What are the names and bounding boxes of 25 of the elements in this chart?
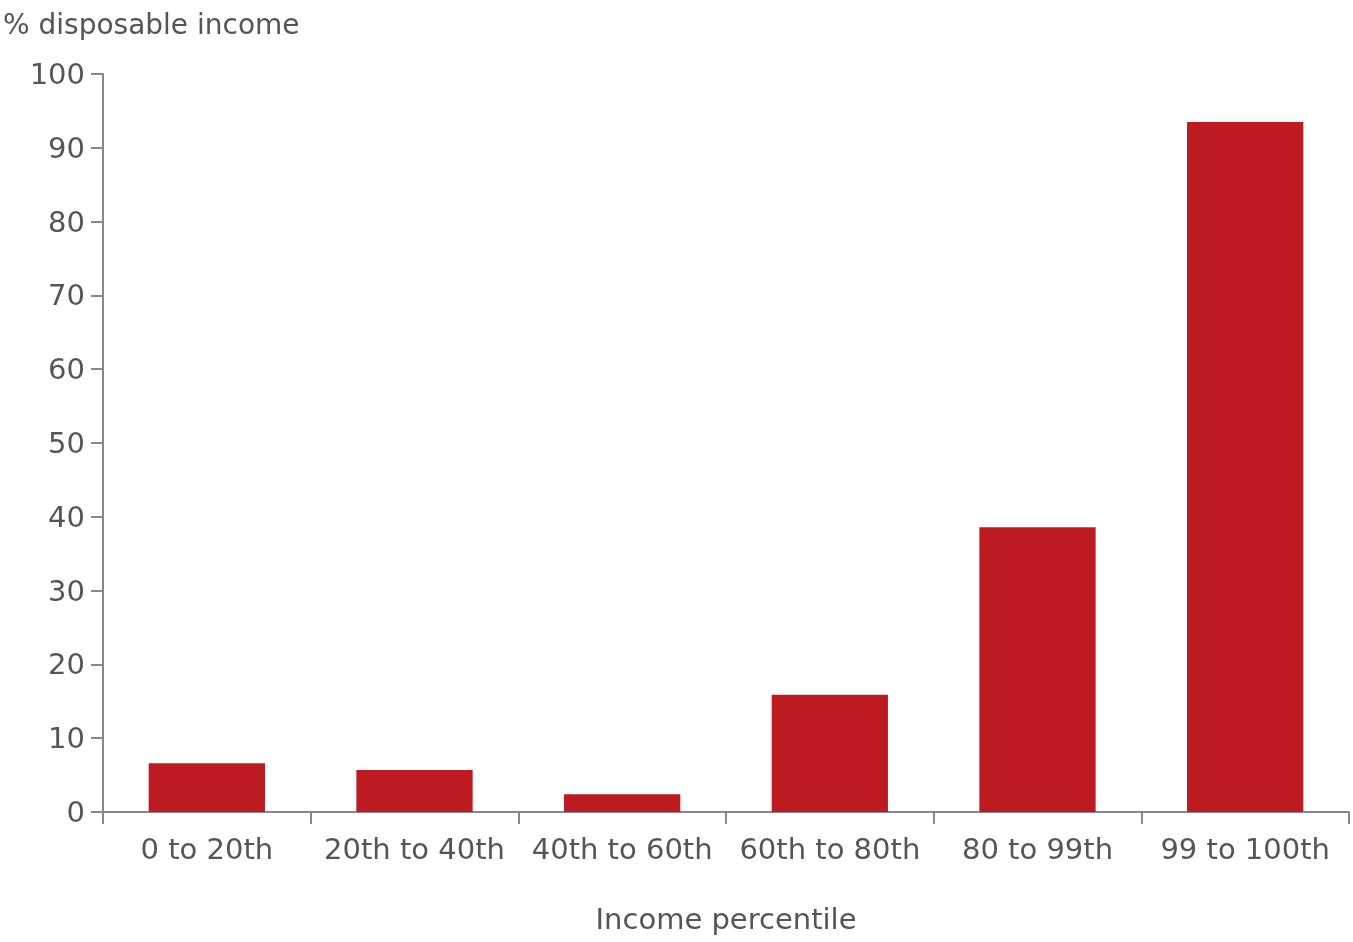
x-tick-label: 99 to 100th	[1160, 831, 1330, 866]
bar	[148, 763, 265, 812]
y-tick-label: 60	[48, 352, 85, 387]
x-tick-label: 20th to 40th	[324, 831, 505, 866]
y-tick-label: 40	[48, 499, 85, 534]
x-tick-label: 0 to 20th	[140, 831, 274, 866]
y-tick-label: 80	[48, 204, 85, 239]
y-tick-label: 10	[48, 721, 85, 756]
bar	[1187, 121, 1304, 812]
bar	[356, 769, 473, 812]
y-tick-label: 30	[48, 573, 85, 608]
y-tick-label: 20	[48, 647, 85, 682]
bar	[979, 527, 1096, 812]
y-tick-label: 100	[29, 57, 85, 91]
y-tick-label: 0	[66, 795, 85, 829]
y-tick-label: 70	[48, 278, 85, 313]
bar	[771, 694, 888, 812]
y-tick-label: 90	[48, 130, 85, 165]
x-tick-label: 80 to 99th	[961, 831, 1114, 866]
y-tick-label: 50	[48, 426, 85, 460]
x-axis-title: Income percentile	[595, 901, 857, 936]
bar	[564, 794, 681, 812]
x-tick-label: 40th to 60th	[531, 831, 713, 866]
y-axis-title: % disposable income	[3, 7, 300, 41]
x-tick-label: 60th to 80th	[739, 831, 921, 866]
